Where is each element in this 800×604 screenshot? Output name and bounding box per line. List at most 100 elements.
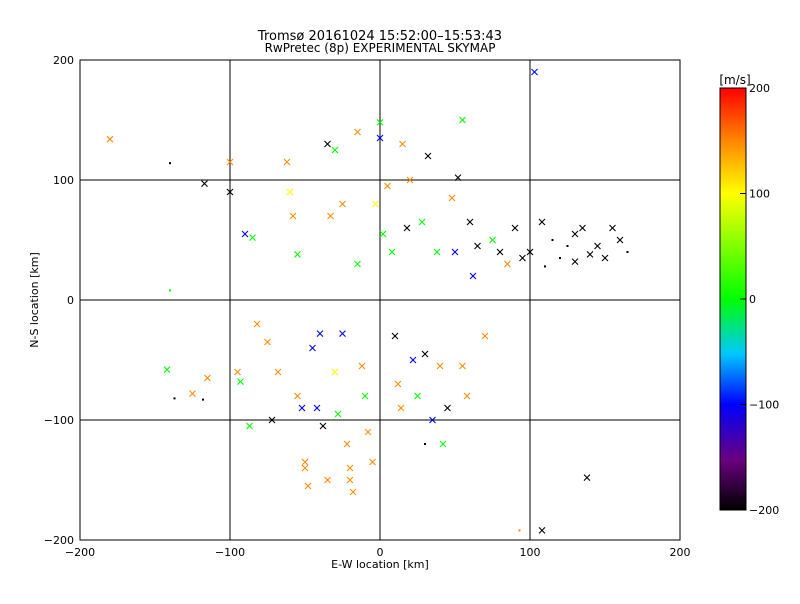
data-point-cross (444, 404, 451, 412)
data-point-cross (301, 458, 309, 466)
data-point-cross (319, 422, 327, 430)
data-point-dot (559, 257, 561, 259)
data-point-cross (294, 251, 301, 258)
data-point-cross (439, 440, 447, 448)
data-point-cross (301, 464, 309, 472)
data-point-cross (346, 464, 354, 472)
data-point-cross (538, 527, 546, 534)
data-point-cross (384, 182, 391, 190)
data-point-dot (173, 397, 176, 400)
data-point-cross (429, 416, 436, 424)
data-point-cross (241, 230, 249, 238)
x-axis-ticks: −200 −100 0 100 200 (65, 60, 691, 559)
data-point-cross (327, 212, 334, 220)
data-point-cross (459, 362, 466, 370)
data-point-cross (346, 476, 354, 484)
data-point-cross (309, 344, 316, 352)
colorbar-tick-label: −200 (749, 504, 779, 517)
data-point-cross (463, 392, 471, 400)
data-point-dot (202, 398, 204, 401)
data-point-cross (324, 140, 331, 148)
data-point-cross (331, 368, 339, 376)
data-point-cross (286, 188, 294, 196)
y-axis-ticks: −200 −100 0 100 200 (44, 54, 680, 547)
data-point-cross (538, 218, 546, 226)
data-point-cross (249, 234, 256, 241)
data-point-cross (354, 128, 361, 136)
data-point-cross (448, 194, 456, 202)
data-point-cross (609, 224, 616, 232)
data-point-cross (106, 135, 114, 143)
data-point-cross (324, 476, 331, 484)
data-point-dot (169, 289, 171, 292)
data-point-cross (466, 218, 474, 226)
data-point-cross (583, 474, 591, 481)
colorbar-label: [m/s] (719, 73, 750, 87)
data-point-cross (339, 200, 346, 208)
chart-title: Tromsø 20161024 15:52:00–15:53:43 (257, 29, 502, 44)
x-tick-label: 100 (520, 546, 541, 559)
data-point-cross (424, 152, 432, 160)
data-point-dot (169, 162, 171, 165)
colorbar-tick-label: −100 (749, 399, 779, 412)
data-point-cross (298, 404, 306, 412)
data-point-cross (339, 330, 346, 337)
y-tick-label: −200 (44, 534, 74, 547)
data-point-dot (424, 443, 426, 445)
data-point-cross (414, 392, 421, 400)
data-point-dot (626, 251, 629, 253)
data-point-cross (421, 350, 429, 358)
data-point-cross (289, 212, 297, 220)
data-point-cross (399, 140, 406, 148)
y-axis-label: N-S location [km] (28, 252, 41, 348)
data-point-cross (459, 116, 466, 124)
x-tick-label: −200 (65, 546, 95, 559)
colorbar-tick-label: 0 (749, 293, 756, 306)
data-point-cross (358, 362, 366, 370)
data-point-cross (343, 440, 351, 448)
data-point-cross (204, 374, 211, 382)
data-point-cross (433, 248, 441, 256)
data-point-cross (354, 260, 361, 268)
data-point-cross (409, 356, 417, 364)
y-tick-label: 0 (67, 294, 74, 307)
data-point-cross (469, 272, 477, 280)
data-point-cross (394, 380, 402, 388)
data-point-cross (571, 230, 579, 238)
data-point-cross (519, 254, 526, 262)
data-point-cross (489, 236, 496, 244)
data-point-cross (349, 488, 357, 496)
data-point-cross (397, 404, 405, 412)
data-points (106, 68, 629, 534)
data-point-cross (504, 260, 511, 268)
data-point-dot (544, 265, 546, 268)
data-point-dot (566, 245, 569, 247)
data-point-cross (481, 332, 489, 340)
data-point-cross (379, 230, 387, 238)
data-point-cross (436, 362, 444, 370)
data-point-cross (253, 320, 261, 328)
colorbar-ticks: 200 100 0 −100 −200 (740, 82, 779, 517)
data-point-cross (391, 332, 399, 340)
data-point-cross (226, 158, 234, 166)
data-point-cross (163, 366, 171, 373)
data-point-cross (511, 224, 519, 232)
data-point-cross (246, 422, 253, 430)
data-point-cross (594, 242, 601, 250)
data-point-cross (403, 224, 411, 232)
y-tick-label: 200 (53, 54, 74, 67)
data-point-cross (313, 404, 321, 412)
x-axis-label: E-W location [km] (331, 558, 429, 571)
data-point-cross (316, 330, 324, 337)
data-point-cross (376, 119, 384, 126)
data-point-cross (226, 188, 234, 196)
data-point-cross (334, 410, 342, 418)
data-point-cross (372, 200, 379, 208)
data-point-dot (518, 529, 521, 532)
data-point-cross (364, 428, 372, 436)
data-point-cross (294, 392, 301, 400)
data-point-cross (369, 458, 376, 466)
data-point-cross (237, 378, 244, 385)
